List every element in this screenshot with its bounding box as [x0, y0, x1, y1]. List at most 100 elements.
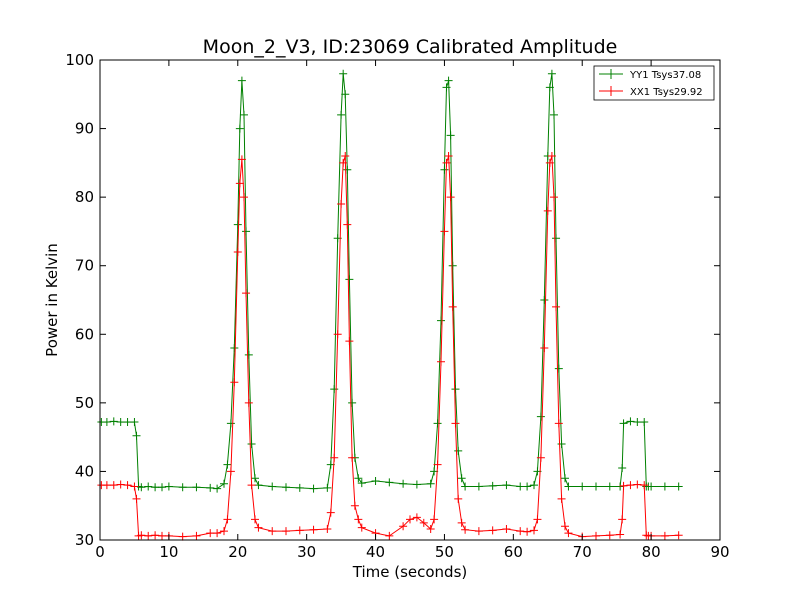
- data-point-0: [132, 431, 141, 440]
- y-axis-label: Power in Kelvin: [43, 243, 61, 357]
- data-point-1: [247, 481, 256, 490]
- data-point-1: [123, 481, 132, 490]
- data-point-1: [419, 518, 428, 527]
- data-point-1: [557, 494, 566, 503]
- data-point-1: [343, 220, 352, 229]
- data-point-0: [426, 479, 435, 488]
- data-point-1: [132, 494, 141, 503]
- data-point-1: [592, 531, 600, 540]
- y-tick-label: 100: [65, 51, 94, 69]
- data-point-0: [412, 480, 421, 489]
- data-point-1: [333, 330, 342, 339]
- y-tick-label: 70: [75, 257, 94, 275]
- data-point-0: [523, 482, 532, 491]
- data-point-0: [341, 90, 350, 99]
- data-point-0: [226, 419, 235, 428]
- data-point-0: [223, 460, 232, 469]
- x-tick-label: 0: [95, 543, 105, 561]
- data-point-1: [533, 515, 542, 524]
- data-point-1: [536, 453, 545, 462]
- data-point-0: [151, 483, 160, 492]
- data-point-0: [605, 482, 614, 491]
- data-point-1: [554, 419, 563, 428]
- data-point-1: [440, 227, 449, 236]
- data-point-1: [226, 467, 235, 476]
- data-point-1: [426, 525, 435, 534]
- data-point-0: [540, 296, 549, 304]
- data-point-1: [323, 525, 332, 534]
- legend-box: [593, 65, 715, 101]
- data-point-1: [474, 527, 483, 536]
- data-point-1: [206, 529, 215, 538]
- legend-label-1: XX1 Tsys29.92: [630, 87, 703, 98]
- data-point-0: [536, 412, 545, 421]
- data-point-0: [371, 477, 380, 486]
- data-point-1: [444, 152, 453, 160]
- data-point-1: [144, 531, 153, 540]
- data-point-0: [448, 261, 457, 270]
- data-point-1: [158, 531, 166, 540]
- data-point-1: [545, 158, 554, 167]
- data-point-1: [412, 513, 421, 522]
- data-point-0: [446, 131, 455, 140]
- data-point-1: [457, 518, 466, 527]
- data-point-0: [357, 479, 366, 488]
- data-point-0: [433, 419, 442, 428]
- data-point-0: [442, 83, 451, 92]
- data-point-0: [206, 483, 215, 492]
- data-point-0: [564, 482, 573, 491]
- data-point-1: [251, 515, 259, 524]
- data-point-1: [233, 248, 242, 256]
- data-point-0: [109, 417, 118, 426]
- x-tick-label: 50: [435, 543, 454, 561]
- data-point-1: [385, 531, 394, 540]
- data-point-1: [330, 453, 339, 462]
- data-point-0: [330, 385, 339, 394]
- data-point-0: [123, 418, 132, 427]
- legend-marker-1: [606, 86, 616, 96]
- data-point-1: [295, 526, 304, 535]
- data-point-1: [354, 515, 363, 524]
- data-point-0: [502, 481, 511, 490]
- data-point-0: [339, 69, 348, 78]
- data-point-1: [116, 480, 125, 489]
- data-point-1: [235, 179, 244, 188]
- data-point-0: [242, 227, 251, 236]
- data-point-0: [158, 483, 166, 492]
- data-point-0: [618, 464, 627, 472]
- x-axis-label: Time (seconds): [352, 563, 468, 581]
- data-point-1: [633, 480, 642, 489]
- data-point-1: [341, 152, 350, 160]
- chart-title: Moon_2_V3, ID:23069 Calibrated Amplitude: [203, 36, 618, 58]
- data-point-0: [282, 483, 290, 492]
- data-point-0: [192, 483, 201, 492]
- data-point-1: [399, 522, 408, 531]
- data-point-0: [144, 482, 153, 491]
- data-point-1: [502, 525, 511, 534]
- data-point-1: [561, 522, 569, 531]
- axes-frame: [99, 59, 721, 541]
- data-point-1: [674, 531, 683, 540]
- x-tick-label: 10: [159, 543, 178, 561]
- data-point-1: [530, 526, 538, 535]
- data-point-1: [619, 481, 628, 490]
- data-point-0: [488, 481, 497, 490]
- data-point-0: [295, 483, 304, 492]
- data-point-1: [640, 481, 649, 490]
- data-point-1: [549, 193, 558, 202]
- data-point-0: [343, 165, 352, 174]
- data-point-0: [457, 474, 466, 483]
- data-point-1: [345, 337, 354, 346]
- data-point-0: [451, 385, 460, 394]
- data-point-0: [213, 484, 222, 493]
- data-point-1: [239, 193, 248, 202]
- data-point-1: [540, 344, 549, 352]
- data-point-0: [337, 110, 346, 119]
- data-point-0: [440, 165, 449, 174]
- data-point-1: [523, 527, 532, 536]
- data-point-1: [268, 527, 277, 536]
- legend: YY1 Tsys37.08 XX1 Tsys29.92: [593, 65, 715, 101]
- data-point-0: [239, 110, 248, 119]
- y-tick-label: 90: [75, 120, 94, 138]
